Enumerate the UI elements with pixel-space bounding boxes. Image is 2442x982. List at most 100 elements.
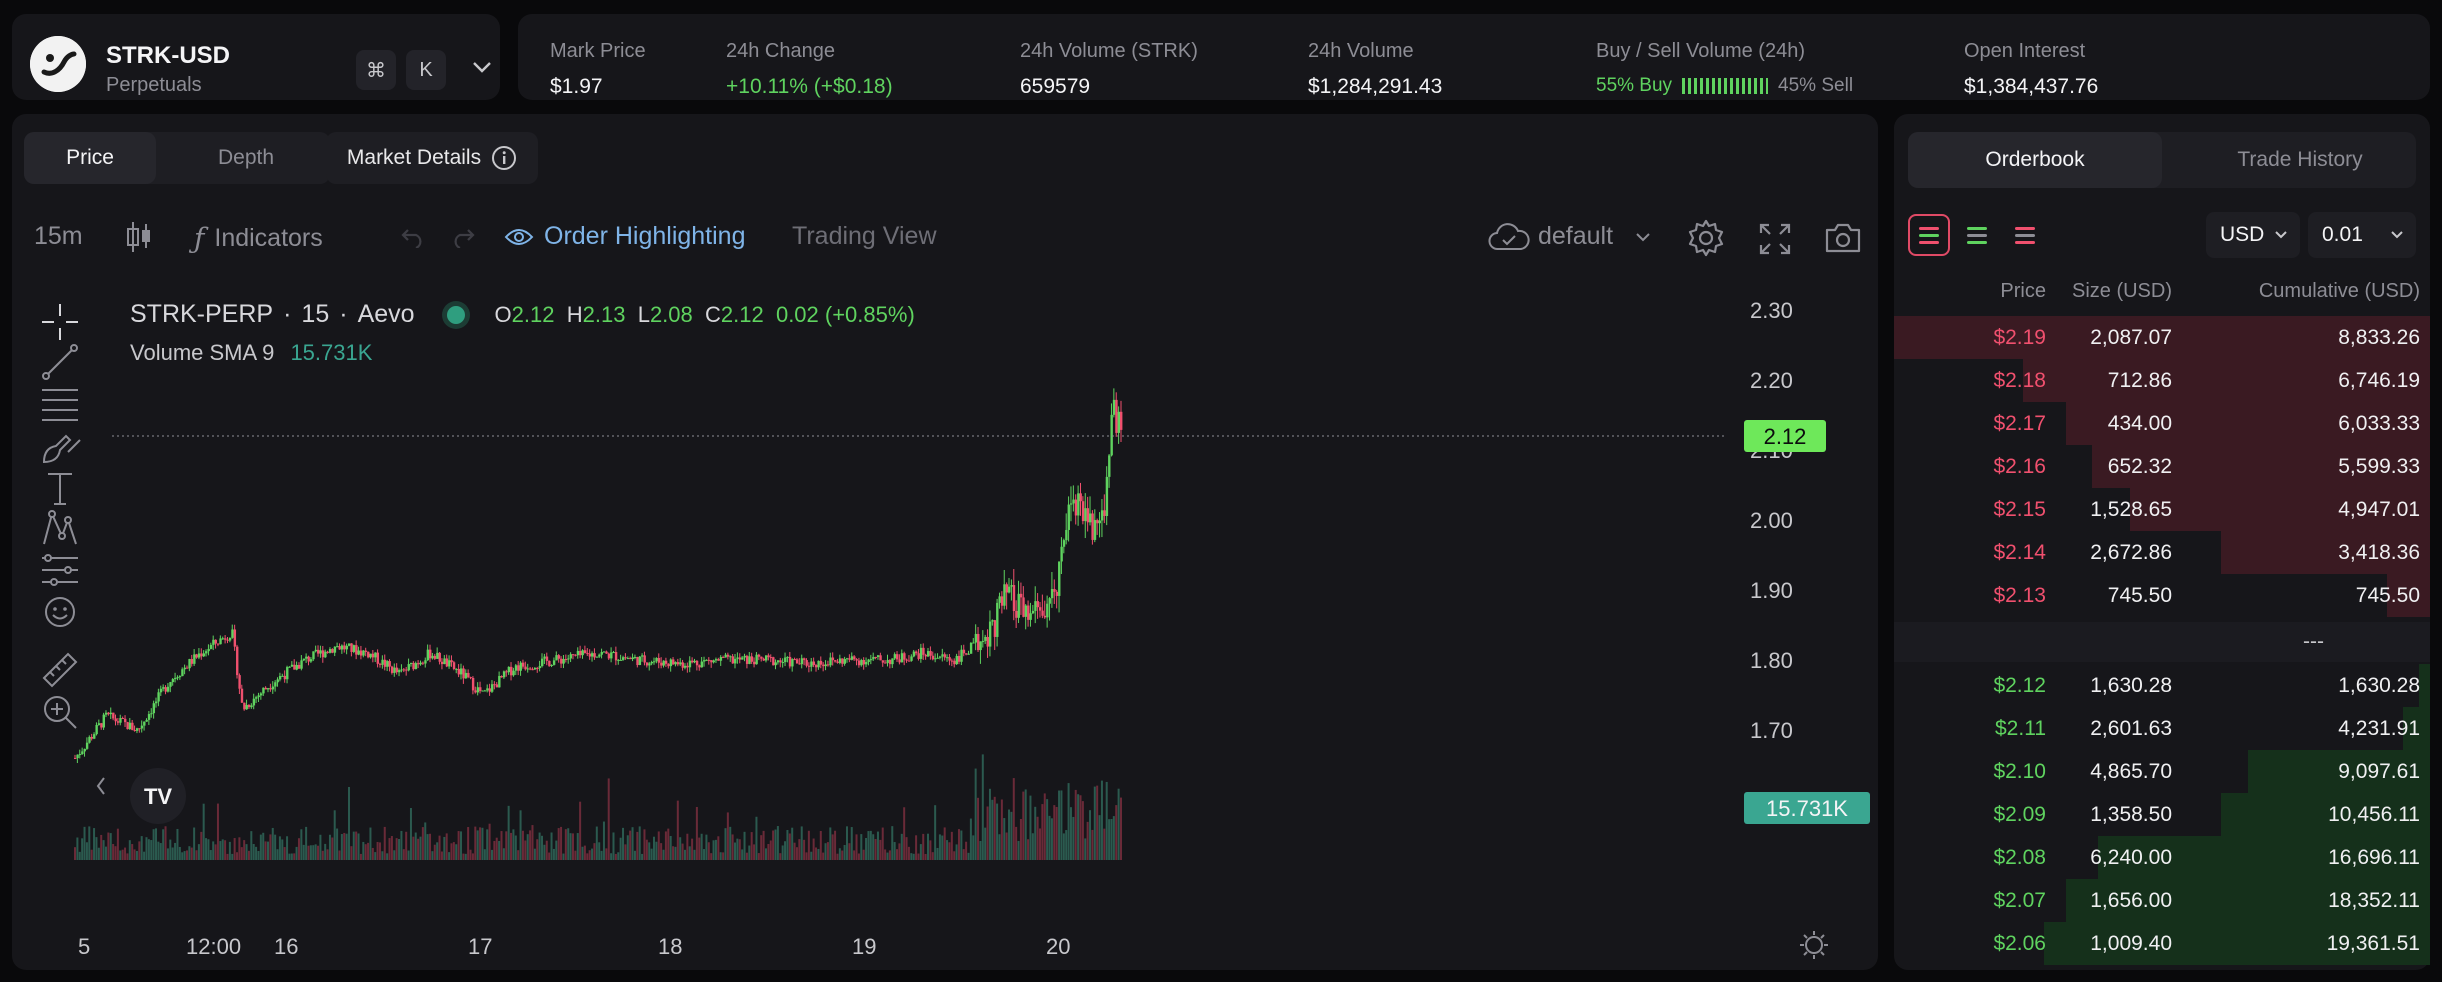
volume-bar — [116, 828, 119, 860]
volume-bar — [784, 841, 787, 860]
orderbook-row[interactable]: $2.19 2,087.07 8,833.26 — [1894, 316, 2430, 359]
zoom-in-icon[interactable] — [38, 690, 82, 734]
k-key-badge[interactable]: K — [406, 50, 446, 90]
y-tick-label: 1.90 — [1750, 578, 1793, 603]
candle — [1005, 582, 1009, 610]
candle — [290, 661, 294, 667]
axis-settings-icon[interactable] — [1800, 931, 1828, 959]
prediction-tool-icon[interactable] — [38, 548, 82, 592]
pattern-tool-icon[interactable] — [38, 506, 82, 550]
candle — [967, 650, 970, 655]
volume-bar — [707, 842, 710, 860]
currency-select[interactable]: USD — [2206, 212, 2300, 258]
orderbook-row[interactable]: $2.12 1,630.28 1,630.28 — [1894, 664, 2430, 707]
candle — [238, 673, 241, 695]
candle — [869, 654, 873, 665]
brush-icon[interactable] — [38, 424, 82, 468]
volume-bar — [302, 844, 305, 860]
tab-orderbook[interactable]: Orderbook — [1908, 132, 2162, 188]
trend-line-icon[interactable] — [38, 340, 82, 384]
view-bids-icon[interactable] — [1956, 214, 1998, 256]
orderbook-row[interactable]: $2.18 712.86 6,746.19 — [1894, 359, 2430, 402]
tab-trade-history[interactable]: Trade History — [2237, 148, 2363, 171]
candle — [486, 684, 489, 693]
fullscreen-icon[interactable] — [1758, 222, 1792, 256]
spread-row: --- — [1894, 622, 2430, 662]
candle — [898, 654, 901, 665]
view-both-icon[interactable] — [1908, 214, 1950, 256]
layout-selector[interactable]: default — [1488, 222, 1651, 251]
volume-bar — [1105, 781, 1108, 860]
orderbook-row[interactable]: $2.17 434.00 6,033.33 — [1894, 402, 2430, 445]
volume-bar — [135, 850, 138, 860]
orderbook-row[interactable]: $2.08 6,240.00 16,696.11 — [1894, 836, 2430, 879]
candle — [107, 712, 110, 716]
candle — [305, 653, 308, 663]
order-highlighting-toggle[interactable]: Order Highlighting — [504, 222, 746, 251]
orderbook-row[interactable]: $2.09 1,358.50 10,456.11 — [1894, 793, 2430, 836]
candle — [255, 695, 258, 704]
volume-bar — [724, 828, 727, 860]
volume-bar — [1089, 810, 1092, 860]
tab-depth[interactable]: Depth — [217, 146, 275, 169]
redo-icon[interactable] — [450, 226, 476, 248]
volume-bar — [619, 837, 622, 860]
crosshair-icon[interactable] — [38, 300, 82, 344]
candle — [857, 657, 861, 668]
volume-bar — [862, 849, 865, 860]
x-tick-label: 16 — [274, 934, 298, 959]
trading-view-link[interactable]: Trading View — [792, 222, 937, 250]
candle — [150, 708, 153, 718]
candle — [112, 712, 115, 721]
volume-bar — [936, 847, 939, 860]
chevron-down-icon[interactable] — [472, 60, 492, 74]
horizontal-lines-icon[interactable] — [38, 382, 82, 426]
orderbook-row[interactable]: $2.11 2,601.63 4,231.91 — [1894, 707, 2430, 750]
orderbook-row[interactable]: $2.06 1,009.40 19,361.51 — [1894, 922, 2430, 965]
candle — [333, 646, 337, 657]
volume-bar — [381, 851, 384, 860]
volume-bar — [600, 850, 603, 860]
orderbook-row[interactable]: $2.14 2,672.86 3,418.36 — [1894, 531, 2430, 574]
candle — [324, 649, 327, 659]
undo-icon[interactable] — [400, 226, 426, 248]
candle — [748, 652, 751, 665]
tab-market-details[interactable]: Market Details — [326, 132, 538, 184]
volume-bar — [1005, 832, 1008, 860]
candle — [83, 748, 86, 757]
command-key-icon[interactable]: ⌘ — [356, 50, 396, 90]
settings-gear-icon[interactable] — [1686, 218, 1726, 258]
volume-bar — [893, 842, 896, 860]
candle — [917, 648, 920, 661]
price-chart[interactable]: 2.302.202.102.001.901.801.701.60 512:001… — [12, 274, 1878, 970]
ruler-icon[interactable] — [38, 648, 82, 692]
collapse-arrow-icon[interactable] — [96, 777, 105, 795]
tab-price[interactable]: Price — [24, 132, 156, 184]
camera-icon[interactable] — [1824, 222, 1862, 254]
symbol-selector[interactable]: STRK-USD Perpetuals ⌘ K — [12, 14, 500, 100]
volume-bar — [166, 848, 169, 860]
x-tick-label: 18 — [658, 934, 682, 959]
x-tick-label: 20 — [1046, 934, 1070, 959]
candle — [803, 657, 806, 666]
interval-selector[interactable]: 15m — [34, 222, 83, 250]
candle — [698, 664, 701, 671]
volume-bar — [719, 852, 722, 860]
orderbook-row[interactable]: $2.10 4,865.70 9,097.61 — [1894, 750, 2430, 793]
view-asks-icon[interactable] — [2004, 214, 2046, 256]
candle — [476, 682, 480, 696]
layout-label: default — [1538, 222, 1614, 250]
volume-bar — [1117, 788, 1120, 860]
orderbook-row[interactable]: $2.13 745.50 745.50 — [1894, 574, 2430, 617]
tick-size-select[interactable]: 0.01 — [2308, 212, 2416, 258]
orderbook-row[interactable]: $2.16 652.32 5,599.33 — [1894, 445, 2430, 488]
volume-bar — [374, 852, 377, 860]
emoji-icon[interactable] — [38, 590, 82, 634]
text-tool-icon[interactable] — [38, 466, 82, 510]
sell-percent: 45% Sell — [1778, 75, 1854, 96]
volume-bar — [700, 833, 703, 860]
orderbook-row[interactable]: $2.15 1,528.65 4,947.01 — [1894, 488, 2430, 531]
candlestick-type-icon[interactable] — [124, 220, 154, 254]
indicators-button[interactable]: ƒ Indicators — [194, 222, 323, 255]
orderbook-row[interactable]: $2.07 1,656.00 18,352.11 — [1894, 879, 2430, 922]
